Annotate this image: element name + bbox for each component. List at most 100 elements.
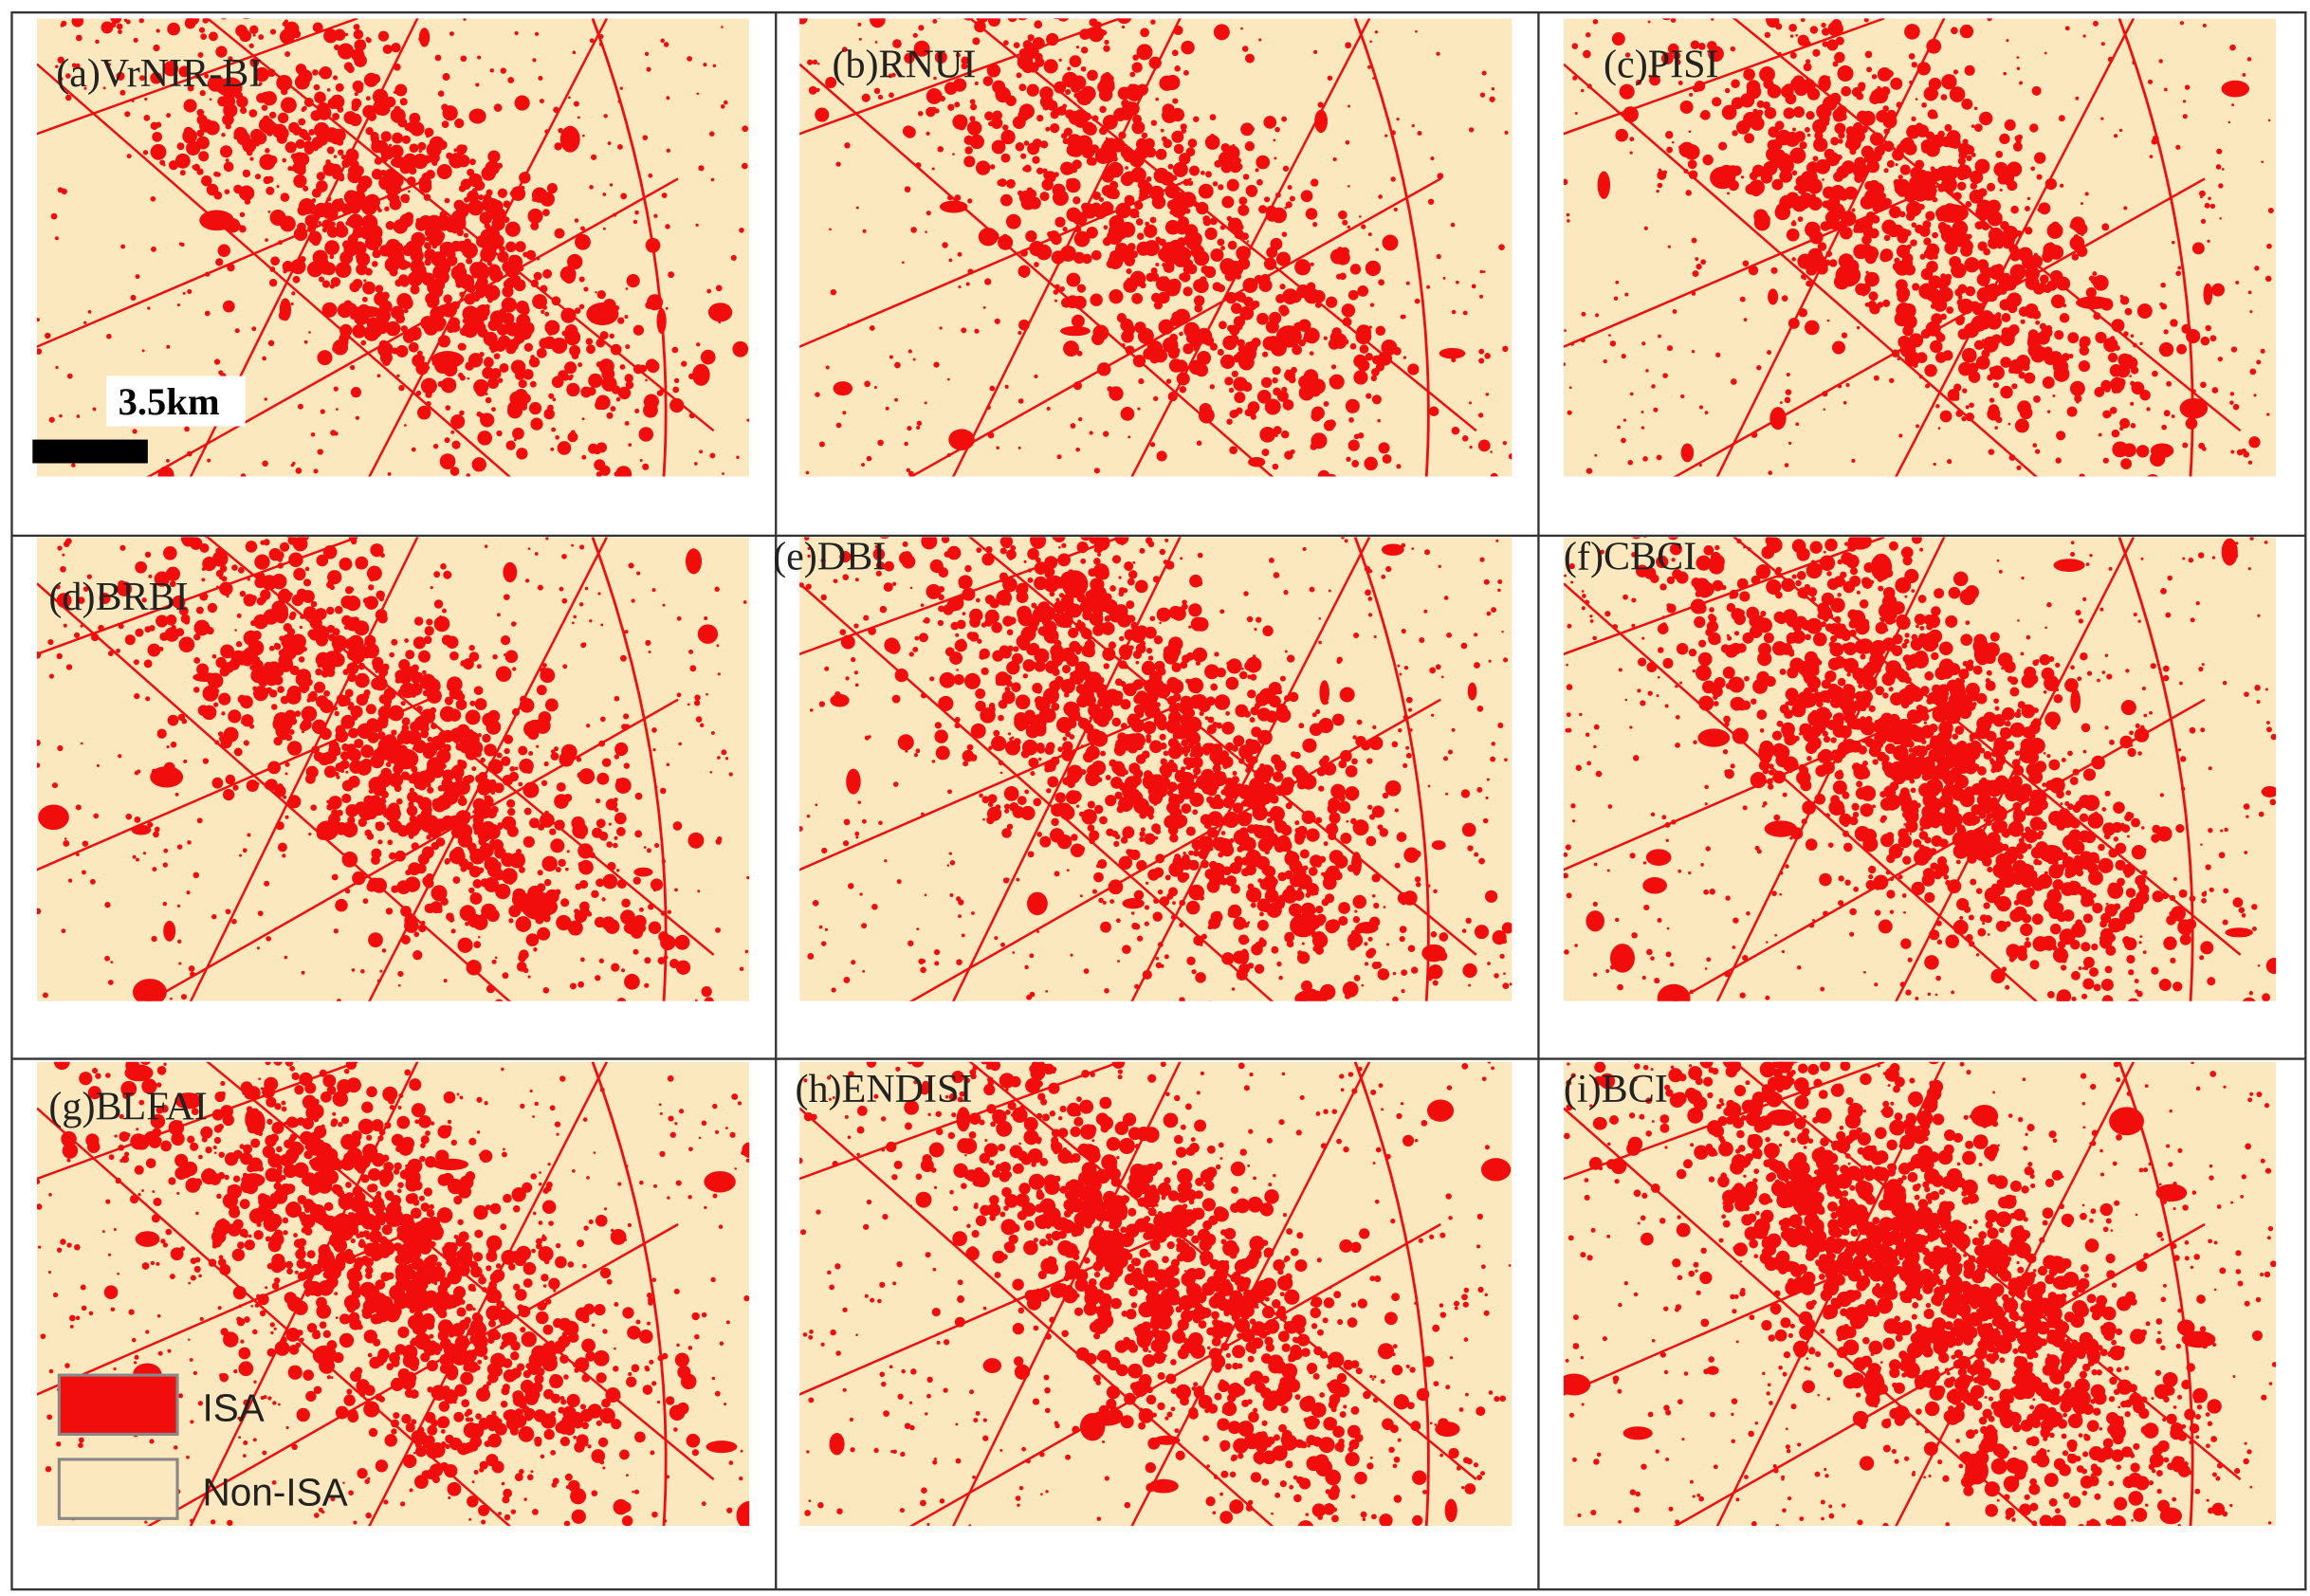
isa-patch (2018, 247, 2033, 263)
isa-patch (1707, 41, 1717, 51)
isa-patch (67, 878, 73, 883)
isa-patch (1126, 277, 1132, 284)
isa-patch (507, 808, 516, 816)
isa-patch (1156, 450, 1167, 462)
isa-patch (252, 686, 269, 702)
isa-patch (118, 754, 122, 759)
isa-patch (481, 166, 496, 181)
isa-patch (1221, 952, 1235, 965)
isa-patch (2261, 160, 2264, 164)
isa-patch (970, 103, 978, 111)
isa-patch (156, 121, 162, 128)
isa-patch (1059, 285, 1065, 292)
isa-patch (1250, 303, 1256, 311)
isa-patch (1844, 140, 1853, 149)
isa-patch (219, 564, 228, 573)
isa-patch (601, 758, 612, 767)
isa-patch (515, 916, 532, 932)
isa-patch (147, 643, 161, 657)
isa-patch (1375, 325, 1386, 336)
isa-patch (184, 18, 196, 29)
isa-patch (365, 96, 371, 101)
isa-patch (218, 692, 231, 706)
isa-patch (1683, 168, 1689, 174)
isa-patch (616, 998, 627, 1001)
isa-patch (410, 721, 421, 733)
isa-patch (349, 197, 355, 203)
isa-patch (948, 258, 953, 263)
isa-patch (1851, 86, 1862, 98)
isa-patch (385, 220, 395, 230)
isa-patch (2130, 366, 2139, 375)
isa-patch (134, 816, 141, 823)
isa-patch (2042, 376, 2055, 389)
isa-patch (2246, 57, 2252, 62)
isa-patch (1965, 327, 1969, 331)
isa-patch (1242, 174, 1250, 180)
isa-patch (82, 840, 89, 847)
isa-patch (1275, 251, 1292, 266)
isa-patch (2035, 320, 2041, 325)
isa-patch (220, 18, 227, 20)
isa-patch (1740, 175, 1745, 179)
isa-patch (1928, 275, 1942, 289)
isa-patch (975, 160, 991, 175)
isa-patch (1326, 296, 1338, 308)
isa-patch (2133, 342, 2137, 348)
isa-patch (621, 968, 625, 973)
isa-patch (504, 650, 519, 664)
isa-patch (2198, 442, 2205, 449)
isa-patch (2103, 385, 2111, 393)
isa-patch (539, 338, 550, 349)
isa-patch (2228, 120, 2231, 124)
isa-patch (1961, 98, 1973, 110)
isa-patch (470, 709, 476, 715)
isa-patch (1359, 215, 1362, 218)
isa-patch (1054, 81, 1067, 94)
isa-patch (1335, 273, 1343, 280)
isa-patch (1520, 395, 1527, 402)
isa-patch (560, 898, 570, 908)
isa-patch (478, 194, 485, 201)
isa-patch (431, 159, 438, 167)
isa-patch (1179, 385, 1187, 394)
isa-patch (1072, 251, 1086, 265)
isa-patch (1390, 176, 1396, 182)
isa-patch (575, 233, 591, 250)
isa-patch (1799, 141, 1807, 150)
isa-patch (1000, 153, 1011, 163)
isa-patch (525, 766, 533, 774)
isa-patch (116, 648, 120, 653)
isa-patch (341, 743, 350, 752)
isa-patch (1679, 100, 1694, 114)
isa-patch (1926, 38, 1942, 54)
isa-patch (1291, 366, 1297, 374)
isa-patch (536, 744, 540, 748)
isa-patch (1864, 50, 1873, 59)
isa-patch (242, 138, 257, 154)
isa-patch (303, 339, 308, 344)
isa-patch (513, 622, 517, 625)
isa-patch (908, 349, 912, 354)
isa-patch (1906, 244, 1912, 250)
isa-patch (1426, 284, 1431, 289)
isa-patch (1786, 372, 1790, 377)
isa-patch (484, 284, 501, 302)
isa-patch (2171, 414, 2175, 418)
isa-patch (1372, 77, 1375, 80)
isa-patch (1080, 65, 1087, 72)
road (799, 698, 1192, 871)
isa-patch (2079, 473, 2085, 477)
isa-patch (1218, 184, 1224, 191)
isa-patch (875, 560, 885, 570)
isa-patch (147, 821, 154, 828)
isa-patch (601, 376, 617, 392)
isa-patch (2015, 229, 2023, 237)
isa-patch (1171, 49, 1179, 57)
isa-patch (1181, 40, 1195, 55)
isa-patch (1018, 83, 1027, 92)
isa-patch (1339, 749, 1352, 762)
isa-patch (614, 471, 619, 477)
isa-patch (341, 780, 354, 792)
isa-patch (2082, 34, 2086, 38)
